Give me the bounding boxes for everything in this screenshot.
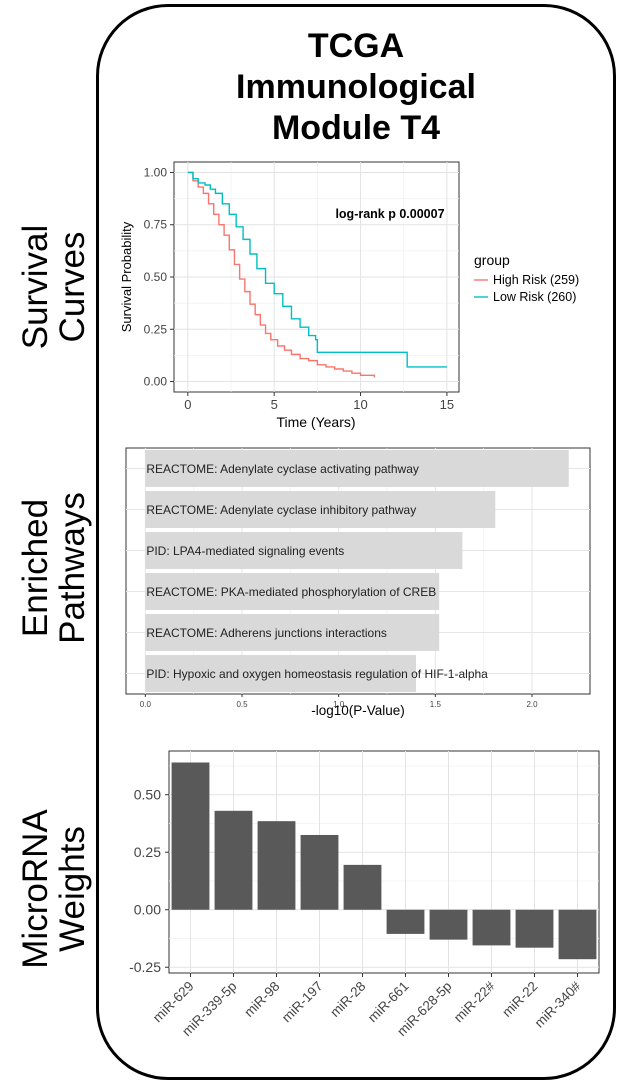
- title-line-2: Immunological: [236, 68, 476, 106]
- x-tick-label: 2.0: [526, 700, 538, 709]
- microrna-bar: [171, 762, 210, 910]
- module-frame: [96, 4, 616, 1080]
- y-tick-label: 0.25: [134, 844, 161, 860]
- microrna-bar: [515, 909, 554, 948]
- microrna-bar: [386, 909, 425, 934]
- page-title: TCGA Immunological Module T4: [96, 26, 616, 149]
- title-line-1: TCGA: [307, 27, 405, 65]
- section-label-line: Pathways: [53, 492, 92, 644]
- microrna-bar: [257, 821, 296, 910]
- microrna-bar: [429, 909, 468, 940]
- microrna-bar: [558, 909, 597, 960]
- title-line-3: Module T4: [271, 109, 441, 147]
- pathway-bar: [145, 655, 417, 692]
- x-tick-label: miR-22#: [451, 978, 498, 1025]
- survival-curve-low-risk: [187, 171, 447, 368]
- x-axis-label: Time (Years): [276, 414, 355, 430]
- y-axis-label: Survival Probability: [119, 221, 134, 332]
- pathway-bar: [145, 491, 496, 528]
- pathway-label: PID: Hypoxic and oxygen homeostasis regu…: [146, 667, 488, 681]
- pathway-bar: [145, 614, 440, 651]
- x-tick-label: 0: [184, 397, 191, 412]
- microrna-bar: [300, 834, 339, 910]
- microrna-bar: [343, 864, 382, 910]
- microrna-bar: [214, 810, 253, 910]
- survival-curve-high-risk: [187, 171, 376, 378]
- y-tick-label: 0.50: [134, 787, 161, 803]
- legend-entry: Low Risk (260): [493, 290, 576, 304]
- y-tick-label: 1.00: [144, 165, 168, 179]
- x-tick-label: miR-28: [327, 979, 368, 1020]
- pathway-label: REACTOME: Adherens junctions interaction…: [146, 626, 387, 640]
- x-tick-label: 5: [271, 397, 278, 412]
- y-tick-label: -0.25: [129, 959, 161, 975]
- pathway-bar: [145, 573, 440, 610]
- x-tick-label: 0.5: [236, 700, 248, 709]
- pathways-chart: REACTOME: Adenylate cyclase activating p…: [125, 447, 591, 718]
- pathway-bar: [145, 532, 463, 569]
- section-label-microrna: MicroRNA Weights: [16, 799, 92, 979]
- section-label-line: Enriched: [16, 498, 55, 638]
- pathway-bar: [145, 450, 569, 487]
- microrna-bar: [472, 909, 511, 946]
- y-tick-label: 0.25: [144, 322, 168, 336]
- x-tick-label: 10: [353, 397, 367, 412]
- pathway-label: REACTOME: Adenylate cyclase inhibitory p…: [146, 503, 416, 517]
- pathway-label: REACTOME: Adenylate cyclase activating p…: [146, 462, 419, 476]
- x-tick-label: 1.5: [430, 700, 442, 709]
- x-tick-label: 1.0: [333, 700, 345, 709]
- survival-chart: 0 5 10 15 0.00 0.25 0.50 0.75 1.00 log-rank p 0.…: [119, 161, 579, 430]
- section-label-line: MicroRNA: [16, 809, 55, 969]
- y-tick-label: 0.75: [144, 218, 168, 232]
- x-tick-label: miR-197: [279, 979, 326, 1026]
- section-label-line: Curves: [53, 231, 92, 343]
- section-label-line: Weights: [53, 826, 92, 952]
- x-tick-label: 15: [440, 397, 454, 412]
- x-tick-label: 0.0: [140, 700, 152, 709]
- logrank-annotation: log-rank p 0.00007: [335, 207, 444, 221]
- section-label-line: Survival: [16, 224, 55, 350]
- y-tick-label: 0.00: [134, 902, 161, 918]
- x-axis-label: -log10(P-Value): [311, 703, 405, 718]
- legend-title: group: [474, 252, 510, 268]
- section-label-survival: Survival Curves: [16, 207, 92, 367]
- pathway-label: REACTOME: PKA-mediated phosphorylation o…: [146, 585, 436, 599]
- y-tick-label: 0.50: [144, 270, 168, 284]
- legend-entry: High Risk (259): [493, 273, 579, 287]
- x-tick-label: miR-98: [241, 979, 282, 1020]
- y-tick-label: 0.00: [144, 375, 168, 389]
- legend: group High Risk (259) Low Risk (260): [474, 252, 579, 304]
- section-label-pathways: Enriched Pathways: [16, 488, 92, 648]
- x-tick-label: miR-22: [499, 979, 540, 1020]
- x-tick-label: miR-340#: [532, 978, 584, 1030]
- pathway-label: PID: LPA4-mediated signaling events: [146, 544, 344, 558]
